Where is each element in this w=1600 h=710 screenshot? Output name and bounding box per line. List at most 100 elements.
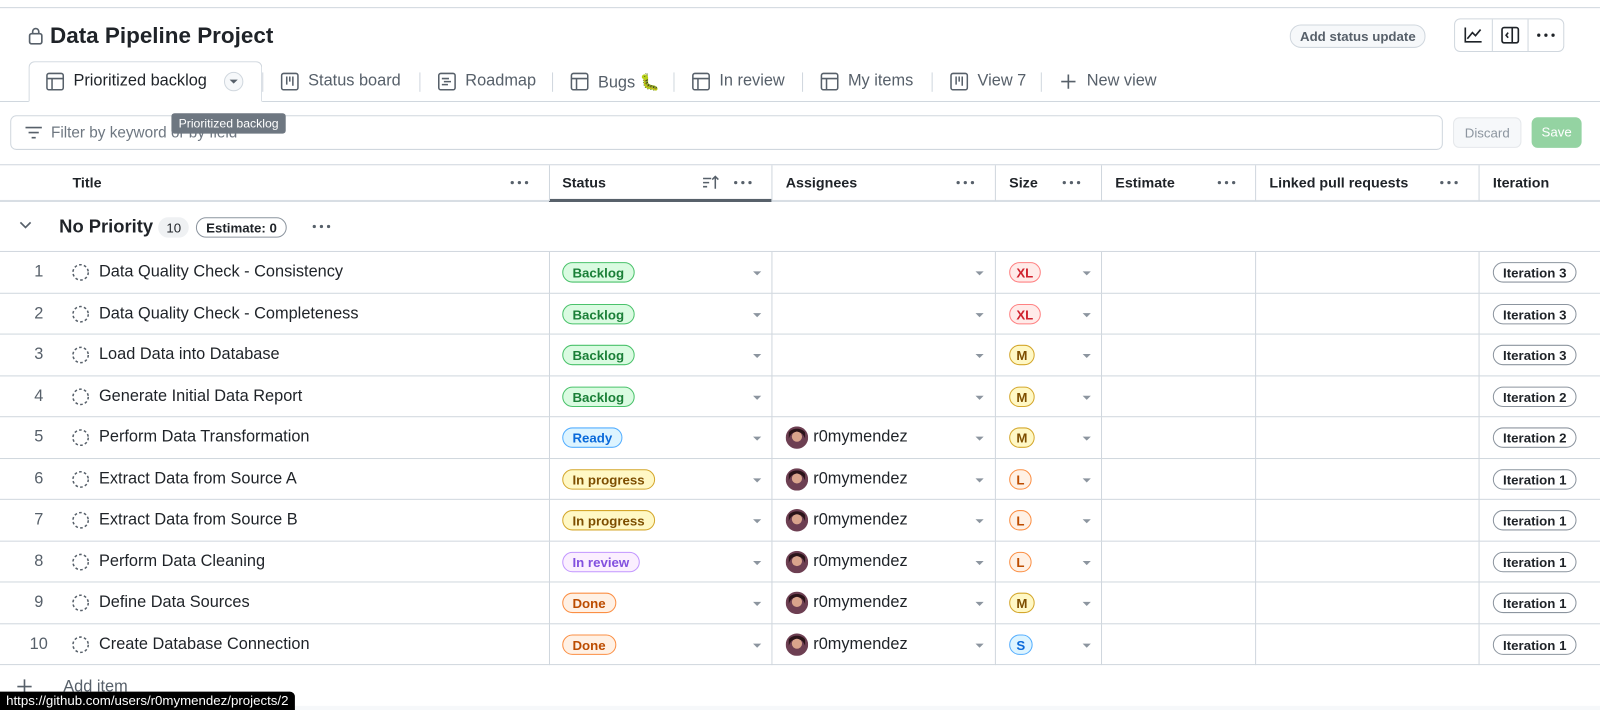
dropdown-caret (1082, 602, 1091, 607)
dropdown-caret (975, 395, 984, 400)
column-menu (1440, 180, 1458, 185)
dropdown-caret (1082, 354, 1091, 359)
iteration-label: Iteration 1 (1492, 592, 1577, 614)
dropdown-caret (1082, 643, 1091, 648)
dropdown-caret (975, 478, 984, 483)
item-title[interactable]: Generate Initial Data Report (98, 387, 303, 405)
column-divider (994, 541, 996, 583)
item-title[interactable]: Perform Data Cleaning (98, 552, 266, 570)
dropdown-caret (1082, 395, 1091, 400)
new-view-tab[interactable]: New view (1086, 72, 1157, 90)
item-title[interactable]: Data Quality Check - Consistency (98, 263, 344, 281)
column-divider (1101, 293, 1103, 335)
column-divider (1478, 582, 1480, 624)
column-divider (771, 251, 773, 294)
row-border (0, 457, 1600, 459)
more-button[interactable] (1529, 19, 1564, 51)
discard-button[interactable]: Discard (1453, 117, 1522, 148)
status-update-button[interactable]: Add status update (1289, 24, 1426, 48)
view-tab[interactable]: In review (719, 72, 785, 90)
dropdown-caret (1082, 436, 1091, 441)
status-label: Backlog (562, 303, 635, 325)
item-title[interactable]: Perform Data Transformation (98, 428, 310, 447)
view-tab[interactable]: My items (847, 72, 914, 90)
row-number: 1 (34, 263, 44, 281)
dropdown-caret (975, 602, 984, 607)
avatar (785, 591, 809, 615)
tab-separator (1040, 72, 1042, 92)
column-divider (1101, 375, 1103, 418)
avatar (785, 633, 809, 656)
item-title[interactable]: Data Quality Check - Completeness (98, 304, 359, 323)
iteration-label: Iteration 3 (1492, 262, 1577, 283)
column-divider (1101, 334, 1103, 376)
row-number: 9 (34, 593, 44, 612)
toolbar-buttons (1454, 18, 1565, 53)
assignee-name: r0mymendez (813, 428, 908, 447)
iteration-label: Iteration 3 (1492, 345, 1577, 366)
tab-icon (570, 72, 589, 91)
avatar (785, 550, 809, 574)
view-tab[interactable]: Bugs 🐛 (597, 74, 661, 92)
insights-button[interactable] (1455, 19, 1492, 51)
tab-icon (46, 72, 65, 91)
item-title[interactable]: Create Database Connection (98, 635, 310, 653)
column-header: Size (1009, 174, 1038, 191)
sidepanel-button[interactable] (1493, 19, 1528, 51)
column-divider (994, 499, 996, 542)
save-button[interactable]: Save (1531, 117, 1582, 148)
column-divider (1255, 582, 1257, 624)
column-divider (1101, 165, 1103, 201)
active-tab[interactable] (28, 61, 263, 103)
iteration-label: Iteration 2 (1492, 386, 1577, 407)
column-divider (771, 582, 773, 624)
group-border (0, 250, 1600, 252)
column-divider (1255, 334, 1257, 376)
item-title[interactable]: Define Data Sources (98, 593, 250, 612)
column-divider (771, 334, 773, 376)
column-divider (1255, 417, 1257, 459)
view-tab[interactable]: View 7 (977, 72, 1027, 90)
item-title[interactable]: Extract Data from Source B (98, 511, 298, 529)
column-divider (1101, 417, 1103, 459)
assignee-name: r0mymendez (813, 470, 908, 488)
plus-icon (1061, 74, 1076, 89)
dropdown-caret (975, 312, 984, 317)
item-title[interactable]: Load Data into Database (98, 346, 280, 364)
column-divider (1101, 582, 1103, 624)
size-label: S (1009, 634, 1033, 655)
group-estimate: Estimate: 0 (195, 217, 288, 238)
group-count: 10 (158, 217, 190, 238)
column-divider (994, 251, 996, 294)
add-row-shade (0, 705, 1600, 710)
column-divider (771, 417, 773, 459)
view-tab[interactable]: Roadmap (465, 72, 537, 90)
row-number: 6 (34, 470, 44, 488)
view-tab[interactable]: Status board (308, 72, 401, 90)
add-item[interactable]: Add item (63, 678, 128, 696)
dropdown-caret (753, 478, 762, 483)
assignee-name: r0mymendez (813, 593, 908, 612)
project-title: Data Pipeline Project (49, 22, 274, 48)
item-title[interactable]: Extract Data from Source A (98, 470, 297, 488)
dropdown-caret (975, 560, 984, 565)
dropdown-caret (975, 354, 984, 359)
view-tab[interactable]: Prioritized backlog (73, 72, 207, 90)
draft-issue-icon (72, 305, 90, 323)
row-number: 7 (34, 511, 44, 529)
column-divider (1255, 375, 1257, 418)
size-label: M (1009, 345, 1035, 366)
column-divider (548, 375, 550, 418)
column-header: Assignees (785, 174, 858, 191)
group-name: No Priority (59, 216, 154, 237)
sort-indicator (548, 198, 772, 202)
draft-issue-icon (72, 636, 90, 653)
row-border (0, 292, 1600, 294)
size-label: M (1009, 592, 1035, 614)
dropdown-caret (1082, 519, 1091, 524)
column-divider (771, 293, 773, 335)
column-divider (1101, 623, 1103, 666)
filter-icon (25, 126, 42, 139)
assignee-name: r0mymendez (813, 552, 908, 570)
